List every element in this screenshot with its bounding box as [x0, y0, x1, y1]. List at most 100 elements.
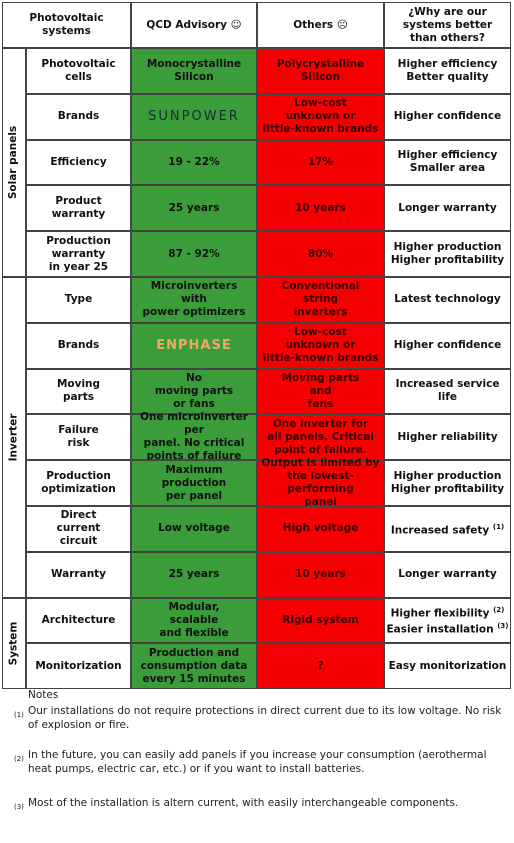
why-line: Higher profitability	[391, 254, 504, 267]
why-line: Higher efficiency	[398, 149, 498, 162]
why-text: Latest technology	[394, 293, 501, 306]
others-cell: Polycrystalline Silicon	[257, 48, 384, 94]
others-cell: 17%	[257, 139, 384, 186]
group-text: Solar panels	[7, 125, 20, 200]
why-cell: Easy monitorization	[384, 643, 511, 690]
why-line: Higher reliability	[397, 431, 497, 444]
why-text: Higher flexibility	[390, 607, 490, 620]
why-line: Higher confidence	[394, 110, 502, 123]
why-text: Higher confidence	[393, 339, 502, 352]
feature-cell: Efficiency	[26, 139, 131, 186]
why-text: Smaller area	[409, 162, 486, 175]
header-cell: ¿Why are our systems better than others?	[384, 2, 511, 48]
note: (2) In the future, you can easily add pan…	[2, 748, 511, 776]
group-text: System	[7, 621, 20, 666]
others-cell: Rigid system	[257, 597, 384, 644]
why-text: Higher production	[393, 241, 502, 254]
feature-cell: Moving parts	[26, 368, 131, 415]
why-text: Easy monitorization	[388, 659, 507, 672]
why-line: Higher profitability	[391, 483, 504, 496]
qcd-cell: 25 years	[131, 551, 257, 598]
feature-cell: Failure risk	[26, 414, 131, 461]
qcd-cell: 25 years	[131, 185, 257, 232]
group-label: Inverter	[2, 277, 26, 598]
qcd-cell: SUNPOWER	[131, 93, 257, 140]
group-label: Solar panels	[2, 48, 26, 277]
others-cell: High voltage	[257, 506, 384, 552]
why-cell: Higher production Higher profitability	[384, 460, 511, 506]
qcd-cell: Microinverters with power optimizers	[131, 277, 257, 323]
note: (1) Our installations do not require prot…	[2, 704, 511, 732]
brand-logo: SUNPOWER	[148, 109, 240, 125]
footnote-ref: (1)	[492, 522, 505, 531]
feature-cell: Brands	[26, 93, 131, 140]
why-text: Higher confidence	[393, 110, 502, 123]
why-line: Easy monitorization	[389, 660, 507, 673]
why-line: Latest technology	[394, 293, 501, 306]
note: (3) Most of the installation is altern cu…	[2, 796, 511, 814]
why-text: Higher efficiency	[397, 149, 498, 162]
why-line: Increased service life	[385, 378, 510, 404]
why-line: Longer warranty	[398, 568, 496, 581]
why-text: Better quality	[406, 70, 489, 83]
note-text: Most of the installation is altern curre…	[28, 797, 459, 809]
feature-cell: Warranty	[26, 551, 131, 598]
why-cell: Higher confidence	[384, 93, 511, 140]
why-line: Better quality	[406, 71, 488, 84]
why-text: Increased safety	[390, 524, 490, 537]
why-line: Higher production	[394, 241, 502, 254]
why-cell: Higher production Higher profitability	[384, 231, 511, 277]
why-text: Higher reliability	[397, 430, 498, 443]
header-cell: Photovoltaic systems	[2, 2, 131, 48]
qcd-cell: Modular, scalable and flexible	[131, 597, 257, 644]
group-text: Inverter	[7, 413, 20, 462]
header-cell: Others ☹	[257, 2, 384, 48]
why-cell: Longer warranty	[384, 185, 511, 232]
why-text: Higher production	[393, 470, 502, 483]
why-cell: Higher confidence	[384, 322, 511, 369]
note-marker: (3)	[14, 803, 24, 811]
others-cell: Output is limited by the lowest-performi…	[257, 457, 384, 508]
brand-logo: ENPHASE	[156, 338, 232, 354]
qcd-cell: 19 - 22%	[131, 139, 257, 186]
why-line: Smaller area	[410, 162, 485, 175]
why-text: Easier installation	[386, 623, 494, 636]
note-text: Our installations do not require protect…	[28, 705, 502, 731]
why-cell: Increased safety (1)	[384, 506, 511, 552]
notes-title: Notes	[28, 689, 59, 701]
group-label: System	[2, 597, 26, 690]
feature-cell: Architecture	[26, 597, 131, 644]
qcd-cell: Low voltage	[131, 506, 257, 552]
why-text: Longer warranty	[398, 201, 497, 214]
footnote-ref: (2)	[493, 605, 505, 614]
why-line: Higher production	[394, 470, 502, 483]
why-text: Higher profitability	[390, 254, 505, 267]
why-cell: Higher flexibility (2) Easier installatio…	[384, 597, 511, 644]
why-text: Higher profitability	[390, 483, 505, 496]
why-line: Longer warranty	[398, 202, 496, 215]
why-line: Higher efficiency	[398, 58, 498, 71]
why-cell: Higher efficiency Better quality	[384, 48, 511, 94]
feature-cell: Production optimization	[26, 460, 131, 506]
why-cell: Higher reliability	[384, 414, 511, 461]
feature-cell: Photovoltaic cells	[26, 48, 131, 94]
others-cell: 80%	[257, 231, 384, 277]
others-cell: ?	[257, 643, 384, 690]
feature-cell: Type	[26, 277, 131, 323]
feature-cell: Production warranty in year 25	[26, 231, 131, 277]
feature-cell: Monitorization	[26, 643, 131, 690]
note-marker: (1)	[14, 711, 24, 719]
why-line: Higher flexibility (2)	[391, 604, 505, 621]
header-cell: QCD Advisory ☺	[131, 2, 257, 48]
others-cell: Conventional string inverters	[257, 277, 384, 323]
why-line: Increased safety (1)	[391, 521, 504, 538]
why-line: Higher confidence	[394, 339, 502, 352]
qcd-cell: No moving parts or fans	[131, 368, 257, 415]
why-cell: Higher efficiency Smaller area	[384, 139, 511, 186]
notes: Notes (1) Our installations do not require…	[2, 688, 511, 811]
feature-cell: Brands	[26, 322, 131, 369]
feature-cell: Product warranty	[26, 185, 131, 232]
others-cell: 10 years	[257, 185, 384, 232]
why-cell: Increased service life	[384, 368, 511, 415]
